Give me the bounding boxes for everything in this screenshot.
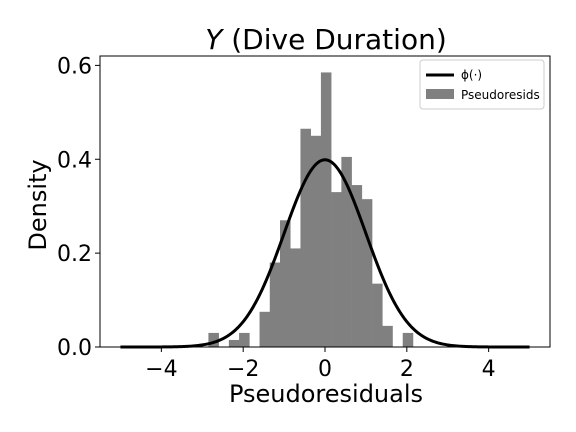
y-tick-label: 0.4 (57, 148, 92, 173)
histogram-bar (341, 156, 352, 347)
legend-label-pdf: ϕ(·) (461, 68, 482, 82)
legend-patch-swatch (426, 89, 454, 99)
histogram-bar (372, 283, 383, 347)
legend: ϕ(·) Pseudoresids (419, 59, 545, 110)
axis-ticks: −4 −2 0 2 4 0.0 0.2 0.4 0.6 (57, 54, 496, 382)
histogram-bar (361, 199, 373, 347)
x-tick-label: −4 (145, 357, 177, 382)
histogram-bar (300, 128, 311, 347)
y-tick-label: 0.2 (57, 242, 92, 267)
histogram-bar (228, 339, 240, 347)
histogram-bar (351, 185, 363, 347)
histogram-bar (208, 332, 219, 347)
y-tick-label: 0.0 (57, 336, 92, 361)
chart-title-text: (Dive Duration) (222, 23, 446, 56)
histogram-bar (290, 248, 301, 347)
chart-title: Y (Dive Duration) (205, 23, 447, 56)
chart-title-variable: Y (205, 23, 224, 56)
y-tick-label: 0.6 (57, 54, 92, 79)
normal-pdf-curve (120, 158, 530, 349)
normal-pdf-curve-layer (120, 158, 530, 349)
histogram-bar (402, 332, 414, 347)
legend-label-pseudoresids: Pseudoresids (461, 88, 540, 102)
x-tick-label: 0 (318, 357, 332, 382)
histogram-bar (280, 220, 291, 347)
histogram-bar (331, 192, 342, 347)
histogram-bars (208, 72, 414, 348)
histogram-bar (382, 325, 393, 347)
x-tick-label: −2 (227, 357, 259, 382)
histogram-bar (320, 72, 332, 348)
y-axis-label: Density (24, 159, 52, 250)
x-tick-label: 4 (482, 357, 496, 382)
histogram-bar (310, 135, 322, 347)
histogram-bar (259, 311, 271, 347)
x-axis-label: Pseudoresiduals (229, 380, 423, 408)
x-tick-label: 2 (400, 357, 414, 382)
histogram-bar (239, 332, 250, 347)
histogram-bar (269, 262, 281, 347)
